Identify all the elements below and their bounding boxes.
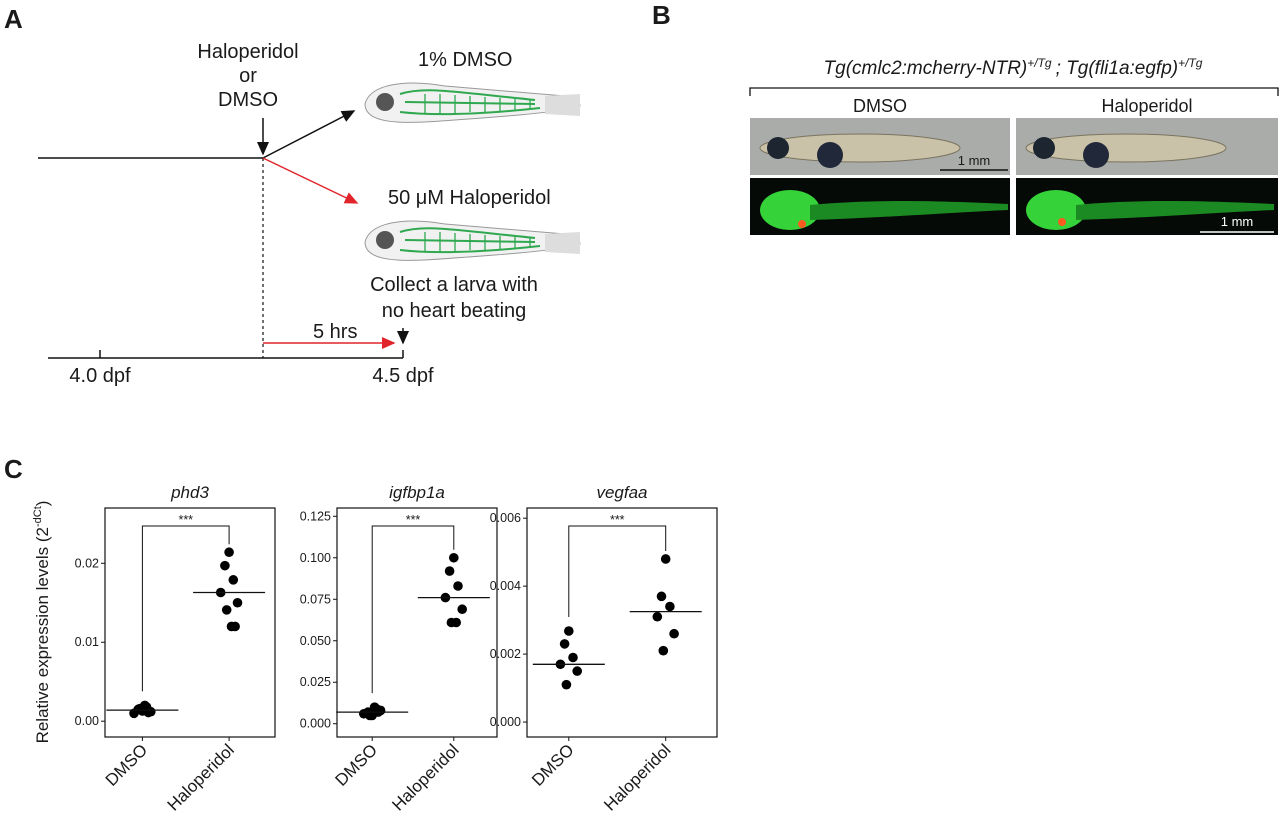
chart-title: igfbp1a (389, 483, 445, 502)
y-tick-label: 0.100 (300, 551, 331, 565)
data-point (224, 547, 234, 558)
duration-label: 5 hrs (313, 321, 357, 343)
genotype: Tg(cmlc2:mcherry-NTR)+/Tg; Tg(fli1a:egfp… (824, 56, 1203, 79)
y-tick-label: 0.000 (300, 717, 331, 731)
data-point (453, 581, 463, 591)
panel-label: C (4, 454, 23, 484)
plot-frame (336, 507, 498, 738)
y-tick-label: 0.01 (75, 635, 99, 649)
column-label: DMSO (853, 96, 907, 116)
arrow (262, 157, 359, 204)
data-point (660, 554, 671, 564)
y-tick-label: 0.050 (300, 634, 331, 648)
data-point (451, 617, 462, 628)
x-tick-label: Haloperidol (164, 740, 238, 814)
column-label: Haloperidol (1101, 96, 1192, 116)
drug-label: DMSO (218, 89, 278, 111)
chart-title: vegfaa (596, 483, 647, 502)
significance-label: *** (178, 513, 193, 527)
data-point (568, 652, 578, 663)
data-point (140, 700, 150, 711)
data-point (365, 710, 375, 721)
data-point (561, 679, 572, 690)
data-point (444, 566, 455, 576)
larva-image (364, 220, 581, 262)
y-axis-title-text: Relative expression levels (2 (33, 527, 52, 743)
y-tick-label: 0.125 (300, 509, 331, 523)
x-tick-label: Haloperidol (388, 740, 462, 814)
genotype-sup: +/Tg (1027, 56, 1052, 70)
panel-label: A (4, 4, 23, 34)
panel-label: B (652, 0, 671, 30)
significance-label: *** (610, 513, 625, 527)
significance-bracket (141, 525, 230, 692)
y-tick-label: 0.075 (300, 592, 331, 606)
data-point (220, 560, 230, 571)
time-label: 4.5 dpf (372, 365, 434, 387)
data-point (656, 591, 667, 602)
drug-label: or (239, 65, 257, 87)
y-tick-label: 0.02 (75, 556, 99, 570)
y-tick-label: 0.000 (490, 715, 521, 729)
data-point (665, 601, 675, 612)
data-point (143, 707, 154, 718)
significance-bracket (371, 525, 455, 694)
time-label: 4.0 dpf (69, 365, 131, 387)
x-tick-label: Haloperidol (600, 740, 674, 814)
x-tick-label: DMSO (102, 740, 151, 789)
y-axis-title-text: ) (33, 501, 52, 507)
arrow (262, 110, 356, 159)
collect-label: Collect a larva with (370, 274, 538, 296)
x-tick-label: DMSO (528, 740, 577, 789)
x-tick-label: DMSO (332, 740, 381, 789)
chart-title: phd3 (170, 483, 209, 502)
drug-label: Haloperidol (197, 41, 298, 63)
plot-frame (526, 507, 718, 738)
data-point (449, 552, 459, 563)
collect-label: no heart beating (382, 300, 527, 322)
data-point (658, 645, 669, 656)
y-axis-title-sup: -dCt (32, 506, 44, 527)
plot-frame (104, 507, 276, 738)
scale-label: 1 mm (1221, 214, 1254, 229)
y-tick-label: 0.025 (300, 675, 331, 689)
data-point (228, 575, 239, 585)
data-point (457, 604, 468, 615)
data-point (559, 639, 570, 649)
y-axis-title: Relative expression levels (2-dCt) (32, 501, 52, 744)
branch-label: 1% DMSO (418, 49, 512, 71)
genotype-text: Tg(cmlc2:mcherry-NTR) (824, 58, 1028, 79)
significance-bracket (568, 525, 667, 617)
data-point (230, 621, 240, 632)
branch-label: 50 μM Haloperidol (388, 187, 551, 209)
bracket (749, 87, 1279, 96)
y-tick-label: 0.004 (490, 579, 521, 593)
scale-label: 1 mm (958, 153, 991, 168)
data-point (652, 611, 663, 622)
data-point (564, 626, 574, 636)
data-point (221, 605, 232, 615)
y-tick-label: 0.002 (490, 647, 521, 661)
y-tick-label: 0.006 (490, 511, 521, 525)
data-point (232, 597, 243, 608)
data-point (572, 666, 582, 676)
y-tick-label: 0.00 (75, 714, 99, 728)
significance-label: *** (406, 513, 421, 527)
genotype-sup: +/Tg (1178, 56, 1203, 70)
larva-image (364, 82, 581, 124)
genotype-text: ; Tg(fli1a:egfp) (1056, 58, 1179, 79)
data-point (669, 628, 679, 639)
